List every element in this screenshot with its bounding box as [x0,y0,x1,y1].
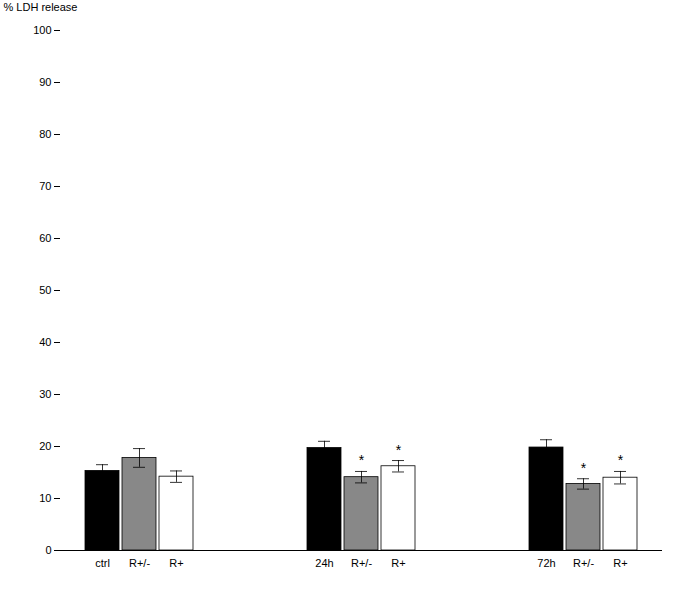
svg-text:R+: R+ [613,557,627,569]
svg-text:*: * [618,452,624,468]
svg-text:10: 10 [39,492,51,504]
svg-text:R+: R+ [169,557,183,569]
svg-text:24h: 24h [315,557,333,569]
svg-text:30: 30 [39,388,51,400]
svg-text:60: 60 [39,232,51,244]
svg-text:*: * [396,442,402,458]
svg-text:40: 40 [39,336,51,348]
svg-text:90: 90 [39,76,51,88]
svg-text:100: 100 [33,24,51,36]
svg-text:ctrl: ctrl [95,557,110,569]
svg-text:*: * [359,452,365,468]
svg-text:50: 50 [39,284,51,296]
svg-text:R+/-: R+/- [573,557,594,569]
svg-text:*: * [581,460,587,476]
svg-text:80: 80 [39,128,51,140]
svg-text:R+/-: R+/- [351,557,372,569]
svg-text:R+: R+ [391,557,405,569]
svg-text:72h: 72h [537,557,555,569]
svg-text:0: 0 [45,544,51,556]
svg-text:70: 70 [39,180,51,192]
svg-text:20: 20 [39,440,51,452]
svg-text:R+/-: R+/- [129,557,150,569]
svg-text:% LDH release: % LDH release [4,1,78,13]
